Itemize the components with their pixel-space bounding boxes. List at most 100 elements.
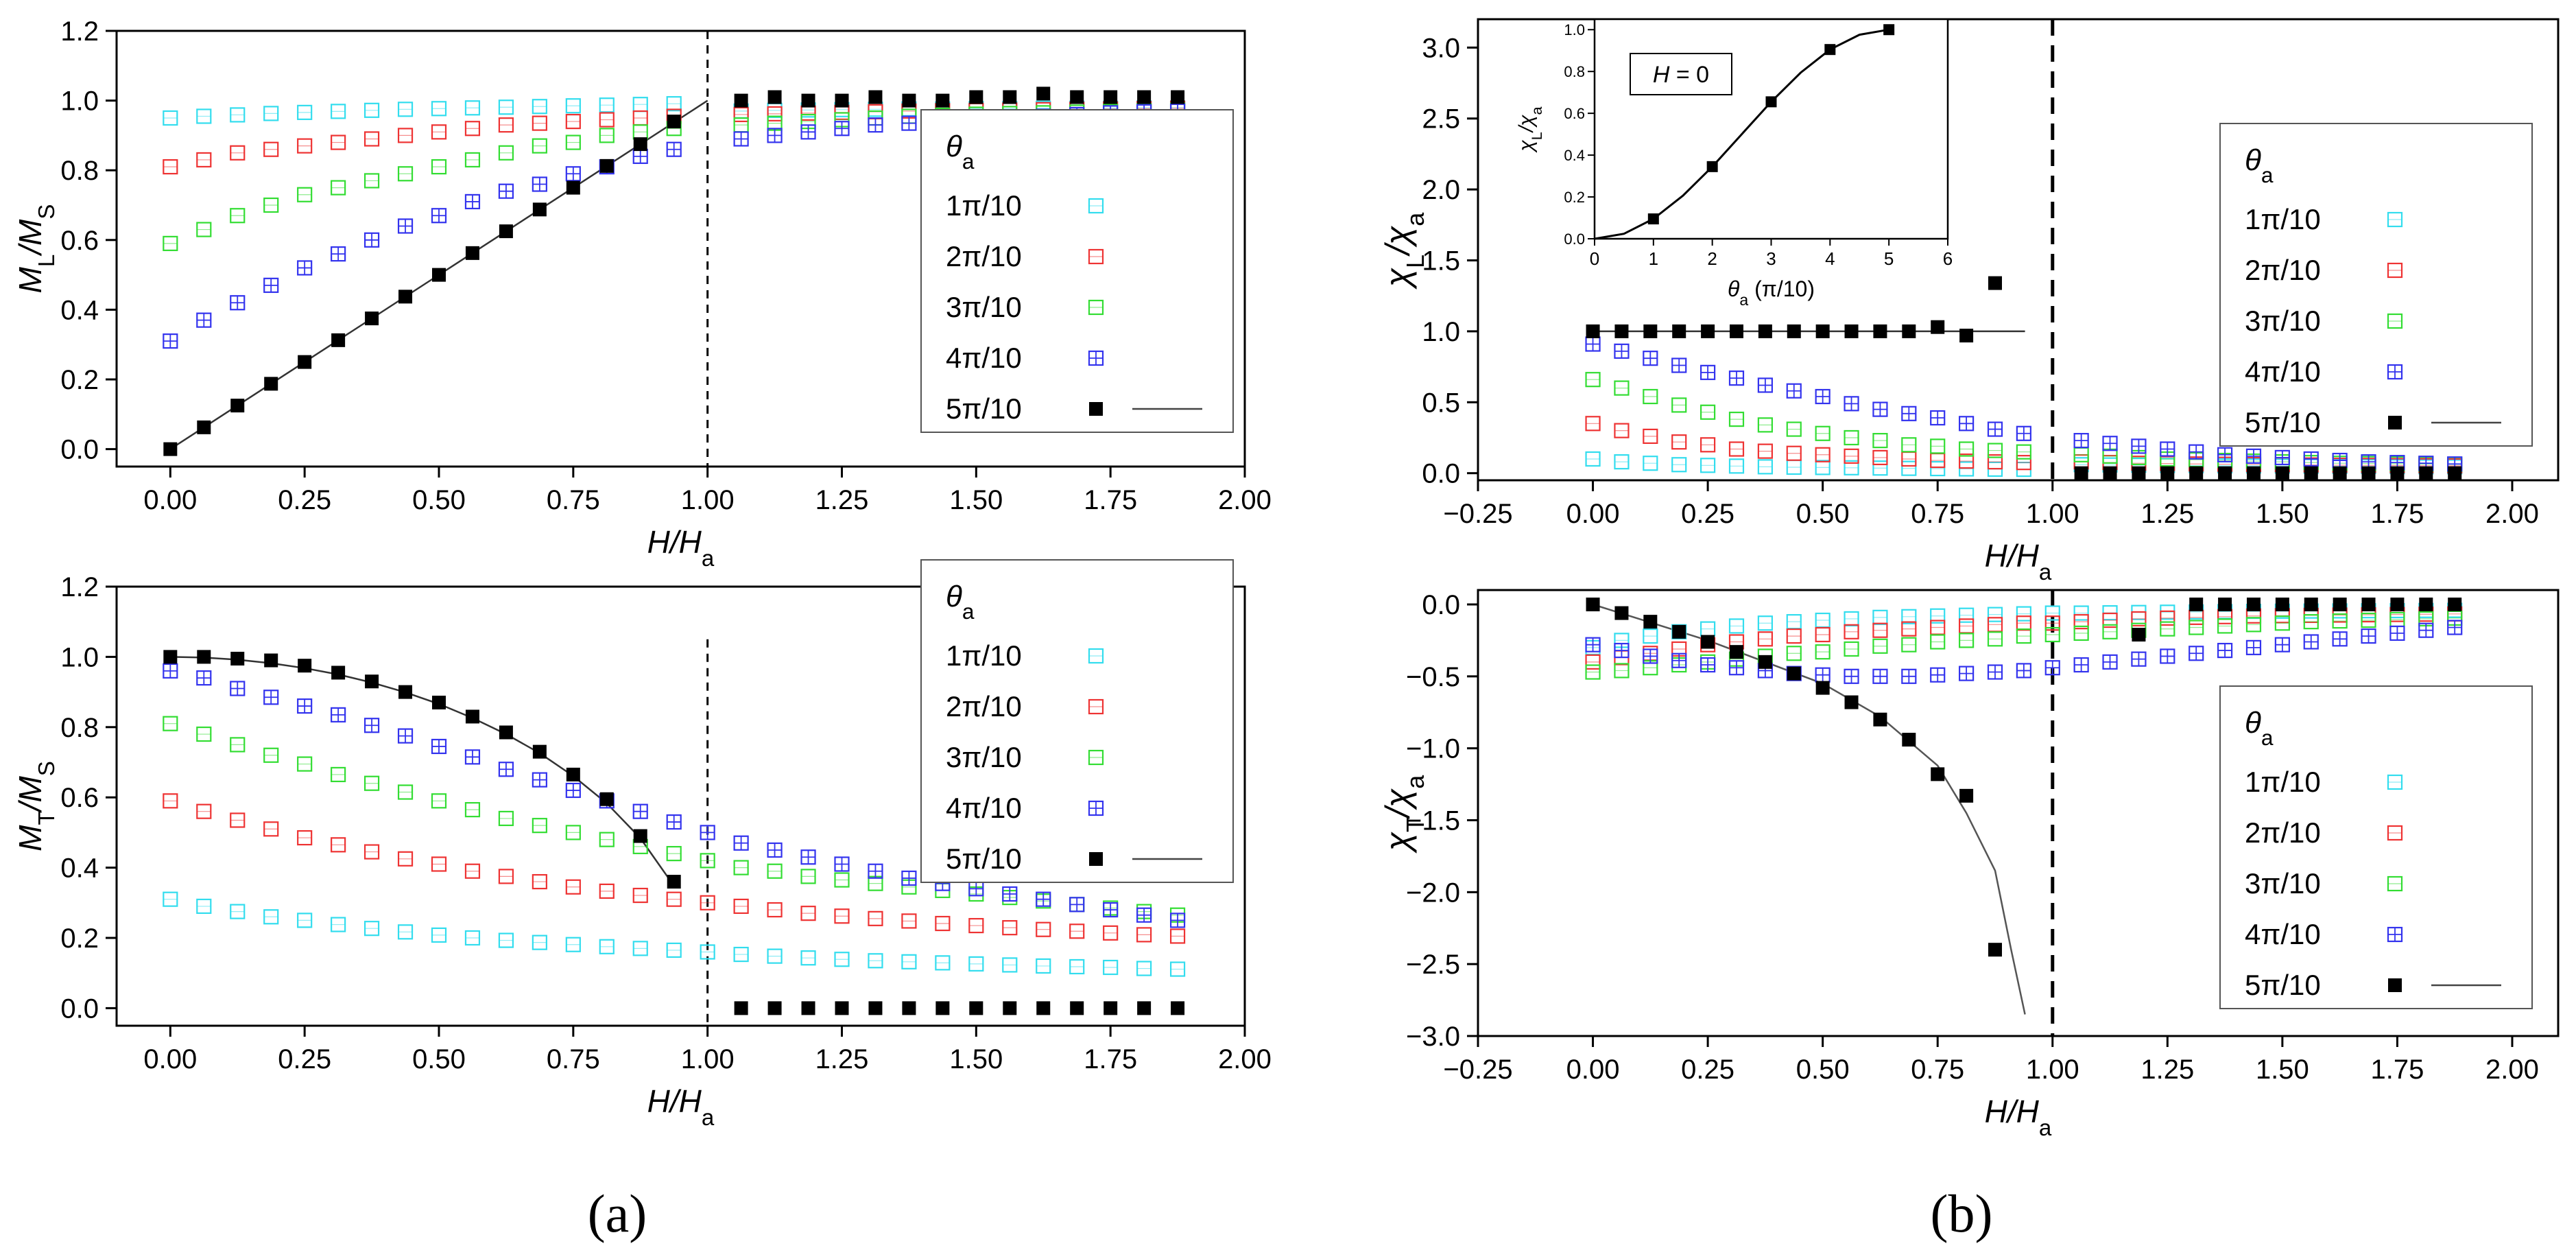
- data-point: [2016, 425, 2031, 441]
- y-tick-label: 0.5: [1422, 388, 1460, 418]
- data-point: [2447, 620, 2463, 635]
- chart-b-top-inset: 0 1 2 3 4 5 6 0.0 0.2 0.4 0.6 0.8 1.0 H = 0 θa (π/10) χ…: [1515, 18, 1953, 309]
- x-tick-label: −0.25: [1443, 1055, 1512, 1085]
- data-point: [1901, 609, 1917, 624]
- data-point: [1171, 1001, 1185, 1015]
- data-point: [1988, 276, 2002, 290]
- y-tick-label: 0.6: [60, 783, 99, 813]
- data-point: [1585, 336, 1601, 352]
- data-point: [1844, 641, 1859, 657]
- data-point: [1070, 1001, 1084, 1015]
- data-point: [163, 891, 178, 907]
- legend-label: 3π/10: [2245, 305, 2321, 337]
- y-tick-label: 0.8: [60, 713, 99, 743]
- legend-marker: [2387, 211, 2403, 228]
- data-point: [1614, 454, 1630, 470]
- data-point: [835, 1001, 849, 1015]
- data-point: [565, 113, 581, 130]
- data-point: [498, 183, 514, 199]
- data-point: [297, 187, 313, 202]
- legend-marker: [1088, 198, 1104, 214]
- data-point: [498, 99, 514, 115]
- data-point: [800, 869, 816, 884]
- data-point: [800, 105, 816, 121]
- y-tick-label: −2.0: [1406, 878, 1460, 908]
- data-point: [499, 224, 513, 239]
- data-point: [2448, 597, 2462, 611]
- data-point: [767, 948, 783, 964]
- data-point: [196, 898, 212, 915]
- data-point: [1671, 457, 1687, 473]
- x-tick-label: −0.25: [1443, 499, 1512, 529]
- data-point: [800, 124, 816, 140]
- data-point: [834, 121, 850, 137]
- legend-box: [920, 559, 1234, 883]
- legend-label: 1π/10: [946, 639, 1022, 672]
- inset-x-tick-label: 0: [1590, 248, 1599, 269]
- inset-y-tick-label: 1.0: [1564, 21, 1585, 38]
- data-point: [1069, 897, 1085, 913]
- data-point: [297, 260, 313, 276]
- data-point: [464, 802, 481, 818]
- data-point: [2103, 466, 2117, 480]
- data-point: [1815, 644, 1830, 660]
- data-point: [565, 825, 581, 840]
- data-point: [363, 131, 380, 147]
- data-point: [1873, 712, 1887, 727]
- legend-label: 4π/10: [946, 342, 1022, 374]
- data-point: [2073, 614, 2089, 630]
- data-point: [2217, 642, 2233, 659]
- data-point: [297, 829, 313, 846]
- data-point: [868, 1001, 883, 1015]
- data-point: [767, 863, 783, 879]
- data-point: [969, 90, 983, 104]
- data-point: [1757, 615, 1773, 631]
- data-point: [2016, 615, 2031, 631]
- data-point: [1700, 364, 1716, 380]
- legend-label: 4π/10: [2245, 918, 2321, 950]
- data-point: [2102, 624, 2118, 639]
- data-point: [801, 93, 815, 108]
- data-point: [767, 128, 783, 143]
- data-point: [532, 818, 547, 834]
- data-point: [263, 690, 279, 705]
- series-5pi10: [1586, 276, 2462, 480]
- data-point: [2189, 620, 2204, 635]
- data-point: [1787, 324, 1801, 338]
- data-point: [2102, 436, 2118, 451]
- series-4pi10: [1585, 620, 2463, 684]
- y-tick-label: 0.0: [1422, 590, 1460, 620]
- data-point: [431, 927, 447, 943]
- inset-data-point: [1883, 24, 1895, 36]
- data-point: [498, 762, 514, 777]
- series-5pi10: [1586, 597, 2462, 957]
- data-point: [1586, 324, 1600, 338]
- data-point: [464, 152, 481, 168]
- inset-data-point: [1647, 213, 1659, 225]
- data-point: [935, 955, 951, 971]
- data-point: [2389, 625, 2405, 642]
- x-tick-label: 1.25: [2140, 499, 2194, 529]
- y-tick-label: −1.0: [1406, 734, 1460, 764]
- data-point: [1728, 458, 1745, 474]
- data-point: [733, 131, 749, 147]
- data-point: [1872, 622, 1888, 638]
- data-point: [432, 268, 446, 282]
- data-point: [2303, 614, 2319, 630]
- data-point: [163, 442, 178, 456]
- data-point: [902, 1001, 916, 1015]
- data-point: [834, 908, 850, 924]
- data-point: [2131, 611, 2147, 627]
- data-point: [767, 102, 783, 118]
- x-tick-label: 1.00: [681, 1044, 735, 1074]
- data-point: [935, 93, 950, 108]
- data-point: [1701, 635, 1715, 649]
- x-axis-label: H/Ha: [1985, 538, 2052, 585]
- data-point: [800, 950, 816, 966]
- plot-frame: [1477, 18, 2560, 482]
- data-point: [1643, 428, 1658, 445]
- data-point: [2275, 466, 2289, 480]
- data-point: [230, 295, 246, 311]
- data-point: [2160, 441, 2175, 457]
- data-point: [1901, 451, 1917, 467]
